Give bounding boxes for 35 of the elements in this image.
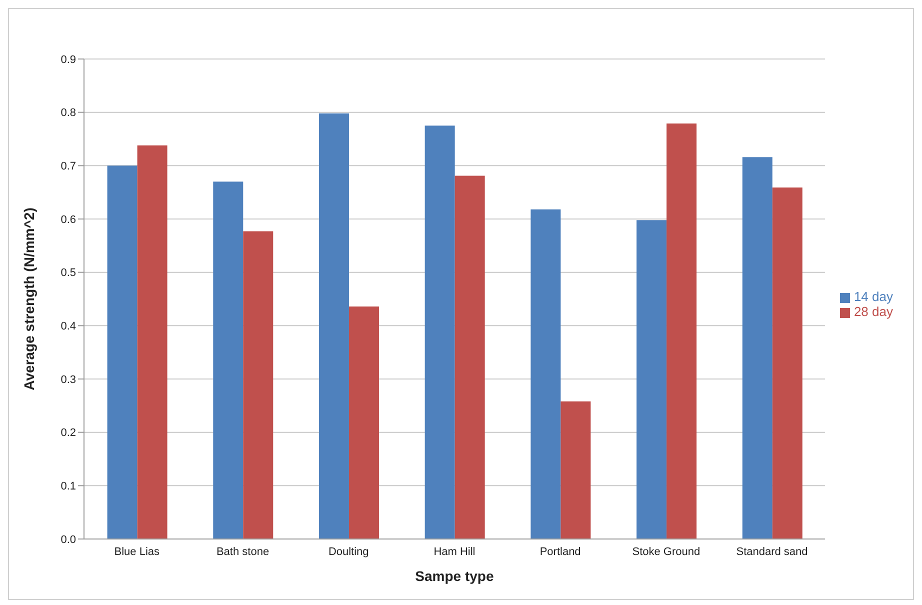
x-axis-title: Sampe type (415, 568, 494, 584)
legend-label: 14 day (854, 289, 893, 304)
bar (213, 182, 244, 539)
y-tick-label: 0.9 (60, 54, 76, 66)
y-tick-label: 0.3 (60, 374, 76, 386)
y-tick-label: 0.6 (60, 214, 76, 226)
y-tick-label: 0.2 (60, 427, 76, 440)
bar (243, 231, 274, 539)
bar (772, 188, 802, 539)
y-tick-label: 0.1 (60, 480, 76, 493)
bar (137, 145, 168, 539)
bar (318, 113, 349, 539)
x-tick-label: Stoke Ground (632, 546, 700, 558)
y-tick-label: 0.7 (60, 160, 76, 173)
y-tick-label: 0.8 (60, 107, 76, 120)
bar (107, 166, 138, 539)
bar (424, 126, 455, 539)
bar (742, 157, 772, 539)
bar (454, 176, 485, 539)
legend-label: 28 day (854, 304, 893, 319)
bar (530, 209, 561, 539)
bar (666, 124, 697, 539)
x-tick-label: Bath stone (216, 546, 270, 558)
x-tick-label: Doulting (328, 546, 369, 558)
bar (348, 306, 379, 539)
x-tick-label: Portland (540, 546, 581, 558)
bar (636, 220, 667, 539)
y-axis-title: Average strength (N/mm^2) (20, 208, 37, 390)
x-tick-label: Blue Lias (114, 546, 160, 558)
y-tick-label: 0.4 (60, 320, 76, 333)
y-tick-label: 0.5 (60, 267, 76, 280)
bar (560, 401, 591, 539)
x-tick-label: Standard sand (736, 546, 808, 558)
y-tick-label: 0.0 (60, 534, 76, 546)
x-tick-label: Ham Hill (434, 546, 476, 558)
